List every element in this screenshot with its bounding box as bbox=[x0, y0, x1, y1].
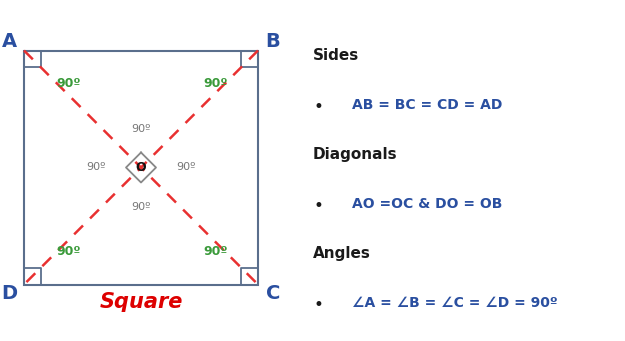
Text: •: • bbox=[313, 296, 323, 314]
Text: O: O bbox=[136, 161, 146, 174]
Bar bbox=[24, 50, 258, 284]
Text: ∠A = ∠B = ∠C = ∠D = 90º: ∠A = ∠B = ∠C = ∠D = 90º bbox=[352, 296, 558, 310]
Text: 90º: 90º bbox=[131, 202, 151, 211]
Text: C: C bbox=[266, 284, 280, 303]
Text: 90º: 90º bbox=[176, 163, 196, 173]
Text: B: B bbox=[266, 32, 281, 51]
Text: •: • bbox=[313, 197, 323, 215]
Text: Angles: Angles bbox=[313, 246, 371, 261]
Text: 90º: 90º bbox=[131, 123, 151, 133]
Text: 90º: 90º bbox=[57, 77, 81, 90]
Text: A: A bbox=[1, 32, 17, 51]
Text: 90º: 90º bbox=[57, 245, 81, 258]
Text: D: D bbox=[1, 284, 17, 303]
Text: 90º: 90º bbox=[204, 245, 228, 258]
Text: AO =OC & DO = OB: AO =OC & DO = OB bbox=[352, 197, 502, 211]
Text: Sides: Sides bbox=[313, 48, 359, 63]
Text: AB = BC = CD = AD: AB = BC = CD = AD bbox=[352, 98, 502, 112]
Text: Diagonals: Diagonals bbox=[313, 147, 398, 162]
Text: •: • bbox=[313, 98, 323, 116]
Text: Square: Square bbox=[99, 292, 182, 311]
Text: 90º: 90º bbox=[204, 77, 228, 90]
Text: 90º: 90º bbox=[86, 163, 106, 173]
